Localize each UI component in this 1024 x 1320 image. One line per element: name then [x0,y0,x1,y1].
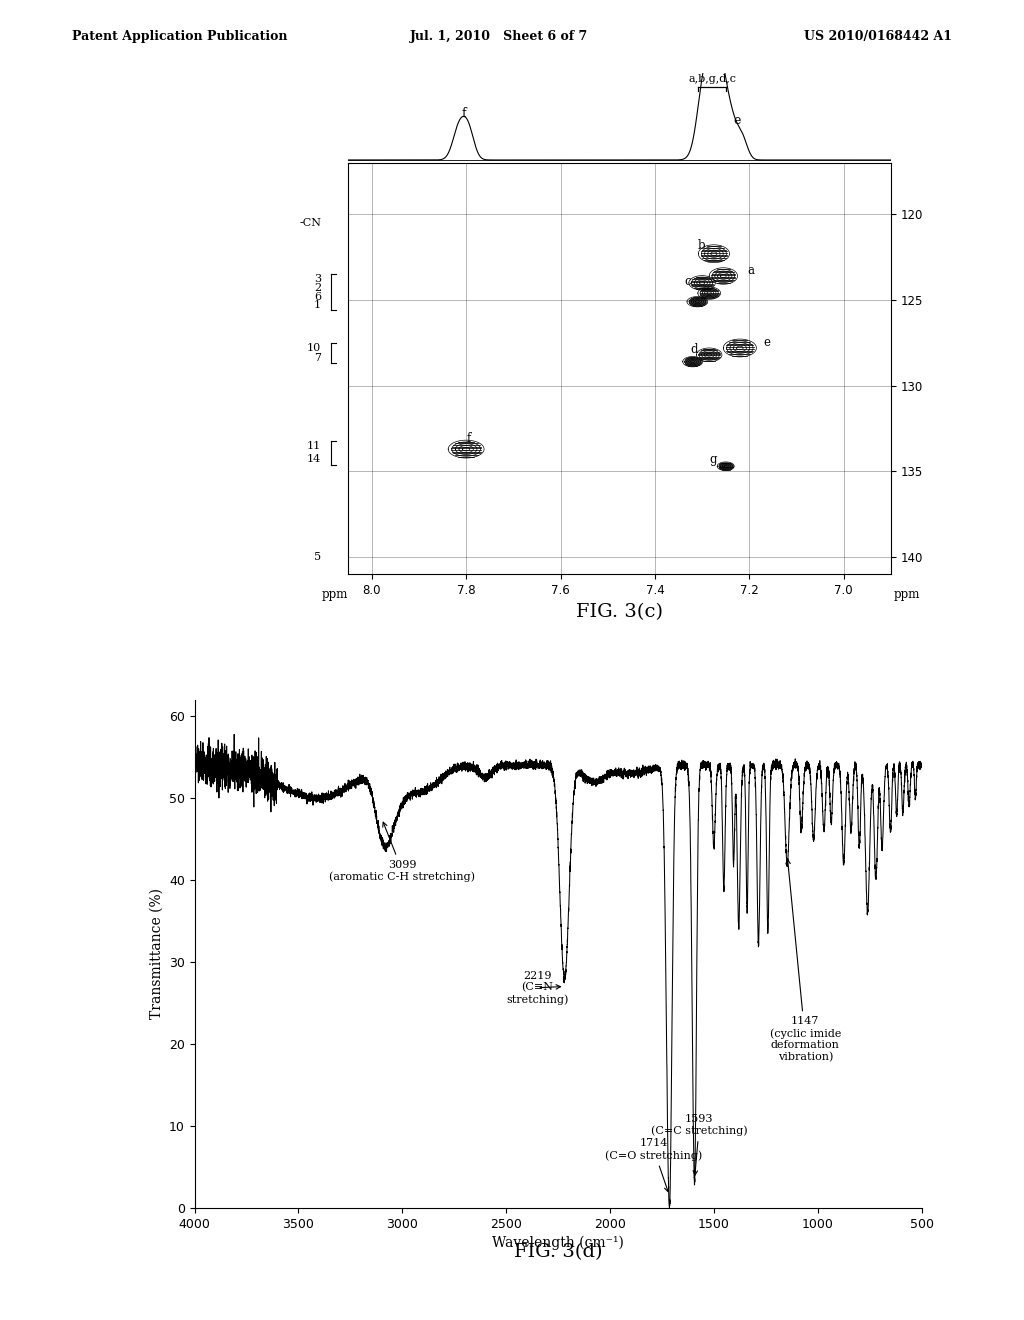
Text: e: e [764,337,770,350]
Text: 11: 11 [307,441,322,450]
Text: 1: 1 [314,300,322,310]
Text: 6: 6 [314,292,322,301]
Text: 1147
(cyclic imide
deformation
vibration): 1147 (cyclic imide deformation vibration… [770,859,841,1063]
Text: -CN: -CN [299,218,322,228]
Text: 7: 7 [314,354,322,363]
Text: f: f [466,433,470,445]
Text: 1714
(C=O stretching): 1714 (C=O stretching) [605,1138,702,1192]
Text: a,b,g,d,c: a,b,g,d,c [688,74,736,84]
Text: Jul. 1, 2010   Sheet 6 of 7: Jul. 1, 2010 Sheet 6 of 7 [410,30,588,44]
Text: Patent Application Publication: Patent Application Publication [72,30,287,44]
Text: 1593
(C=C stretching): 1593 (C=C stretching) [651,1114,748,1175]
Text: US 2010/0168442 A1: US 2010/0168442 A1 [804,30,952,44]
Text: 2: 2 [314,282,322,293]
Text: b: b [697,239,705,252]
X-axis label: Wavelength (cm⁻¹): Wavelength (cm⁻¹) [493,1236,624,1250]
Text: 14: 14 [307,454,322,465]
Text: ppm: ppm [893,587,920,601]
Text: FIG. 3(c): FIG. 3(c) [577,603,663,622]
Text: 2219
(C≡N
stretching): 2219 (C≡N stretching) [506,970,568,1005]
Text: 3099
(aromatic C-H stretching): 3099 (aromatic C-H stretching) [330,822,475,882]
Text: 3: 3 [314,275,322,284]
Text: g: g [710,453,717,466]
Text: 10: 10 [307,343,322,352]
Text: f: f [462,107,466,120]
Text: d: d [690,343,697,356]
Text: ppm: ppm [322,587,348,601]
Text: a: a [746,264,754,277]
Text: c: c [684,275,691,288]
Text: FIG. 3(d): FIG. 3(d) [514,1243,602,1262]
Y-axis label: Transmittance (%): Transmittance (%) [150,888,163,1019]
Text: e: e [734,115,741,127]
Text: 5: 5 [314,552,322,562]
